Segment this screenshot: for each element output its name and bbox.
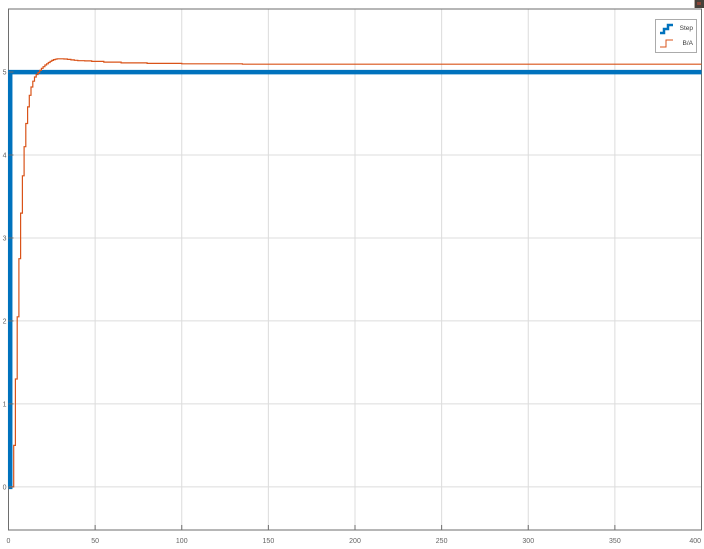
legend-label-ba: B/A <box>682 39 693 47</box>
y-tick-label: 3 <box>3 235 7 242</box>
legend-item-ba[interactable]: B/A <box>659 36 693 50</box>
legend-label-step: Step <box>679 25 693 33</box>
x-tick-label: 0 <box>7 538 11 545</box>
y-tick-label: 1 <box>3 401 7 408</box>
y-tick-label: 5 <box>3 70 7 77</box>
x-tick-label: 350 <box>609 538 621 545</box>
step-swatch-line <box>660 23 673 34</box>
figure-corner-icon[interactable] <box>694 0 704 8</box>
step-line-icon <box>660 39 673 48</box>
x-tick-label: 100 <box>176 538 188 545</box>
step-line-icon <box>660 23 673 34</box>
x-tick-label: 50 <box>91 538 99 545</box>
y-tick-label: 4 <box>3 153 7 160</box>
x-tick-label: 250 <box>436 538 448 545</box>
legend[interactable]: Step B/A <box>655 19 697 53</box>
y-tick-label: 2 <box>3 318 7 325</box>
series-b-a[interactable] <box>10 58 702 488</box>
legend-item-step[interactable]: Step <box>659 22 693 36</box>
x-tick-label: 300 <box>522 538 534 545</box>
y-tick-label: 0 <box>3 484 7 491</box>
x-tick-label: 150 <box>263 538 275 545</box>
x-tick-label: 200 <box>349 538 361 545</box>
x-tick-label: 400 <box>689 538 701 545</box>
ba-swatch-line <box>660 39 673 48</box>
